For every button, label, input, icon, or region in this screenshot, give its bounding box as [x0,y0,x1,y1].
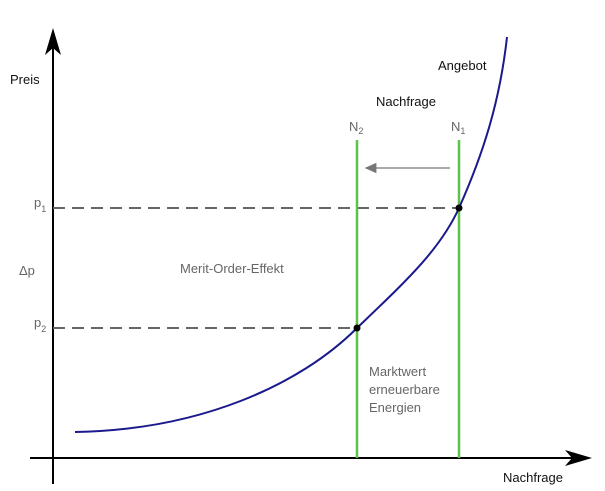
effect-label: Merit-Order-Effekt [180,261,284,276]
demand-line-label: N1 [451,119,465,136]
delta-label: Δp [19,263,35,278]
supply-label: Angebot [438,58,487,73]
supply-curve [74,36,508,433]
letter: p [34,315,41,330]
letter: N [451,119,460,134]
market-value-label: Energien [369,400,421,415]
intersection [455,204,463,212]
subscript: 1 [41,204,46,214]
price-label: p2 [34,315,46,334]
subscript: 1 [460,126,465,136]
x-axis-label: Nachfrage [503,470,563,485]
subscript: 2 [41,324,46,334]
subscript: 2 [358,126,363,136]
demand-label: Nachfrage [376,94,436,109]
y-arrow [45,28,61,55]
intersection [353,324,361,332]
y-axis-label: Preis [10,72,40,87]
demand-line-label: N2 [349,119,363,136]
market-value-label: Marktwert [369,364,426,379]
letter: p [34,195,41,210]
x-arrow [565,450,592,466]
market-value-label: erneuerbare [369,382,440,397]
letter: N [349,119,358,134]
price-label: p1 [34,195,46,214]
